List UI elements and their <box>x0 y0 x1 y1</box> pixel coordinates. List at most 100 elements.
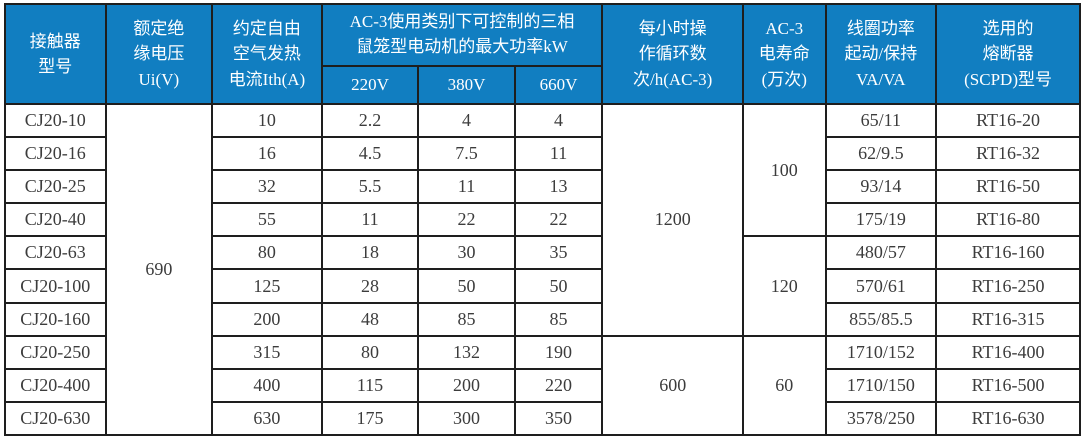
cell-kw380: 11 <box>417 169 516 205</box>
table-row: CJ20-100 125 28 50 50 570/61 RT16-250 <box>4 268 1081 304</box>
cell-kw220: 18 <box>320 235 420 271</box>
header-conventional-thermal-current: 约定自由 空气发热 电流Ith(A) <box>211 3 323 105</box>
cell-coil: 480/57 <box>824 235 938 271</box>
header-ac3-max-power-group: AC-3使用类别下可控制的三相 鼠笼型电动机的最大功率kW <box>320 3 604 67</box>
cell-kw660: 85 <box>513 301 604 337</box>
cell-kw660: 22 <box>513 202 604 238</box>
cell-fuse: RT16-20 <box>935 102 1081 139</box>
cell-coil: 175/19 <box>824 202 938 238</box>
cell-kw220: 80 <box>320 334 420 370</box>
cell-coil: 570/61 <box>824 268 938 304</box>
table-row: CJ20-10 690 10 2.2 4 4 1200 100 65/11 RT… <box>4 102 1081 436</box>
cell-ith: 32 <box>211 169 323 205</box>
cell-kw380: 200 <box>417 367 516 403</box>
cell-model: CJ20-250 <box>4 334 107 370</box>
cell-kw660: 11 <box>513 136 604 172</box>
spec-table: 接触器 型号 额定绝 缘电压 Ui(V) 约定自由 空气发热 电流Ith(A) … <box>4 3 1081 437</box>
header-660v: 660V <box>513 65 604 105</box>
header-rated-insulation-voltage: 额定绝 缘电压 Ui(V) <box>104 3 214 105</box>
cell-kw220: 2.2 <box>320 102 420 139</box>
cell-fuse: RT16-500 <box>935 367 1081 403</box>
cell-life-merged-c: 60 <box>742 334 827 437</box>
cell-coil: 3578/250 <box>824 400 938 437</box>
cell-fuse: RT16-32 <box>935 136 1081 172</box>
header-fuse-scpd-model: 选用的 熔断器 (SCPD)型号 <box>935 3 1081 105</box>
cell-kw220: 4.5 <box>320 136 420 172</box>
cell-kw380: 300 <box>417 400 516 437</box>
cell-model: CJ20-100 <box>4 268 107 304</box>
cell-fuse: RT16-80 <box>935 202 1081 238</box>
cell-kw380: 30 <box>417 235 516 271</box>
header-380v: 380V <box>417 65 516 105</box>
cell-fuse: RT16-400 <box>935 334 1081 370</box>
cell-kw380: 50 <box>417 268 516 304</box>
cell-coil: 93/14 <box>824 169 938 205</box>
cell-ith: 125 <box>211 268 323 304</box>
cell-fuse: RT16-160 <box>935 235 1081 271</box>
header-row-1: 接触器 型号 额定绝 缘电压 Ui(V) 约定自由 空气发热 电流Ith(A) … <box>4 3 1081 105</box>
cell-fuse: RT16-315 <box>935 301 1081 337</box>
cell-kw660: 35 <box>513 235 604 271</box>
cell-ith: 10 <box>211 102 323 139</box>
cell-ith: 630 <box>211 400 323 437</box>
table-row: CJ20-16 16 4.5 7.5 11 62/9.5 RT16-32 <box>4 136 1081 172</box>
cell-model: CJ20-16 <box>4 136 107 172</box>
header-contactor-model: 接触器 型号 <box>4 3 107 105</box>
table-row: CJ20-630 630 175 300 350 3578/250 RT16-6… <box>4 400 1081 437</box>
cell-model: CJ20-25 <box>4 169 107 205</box>
cell-kw220: 11 <box>320 202 420 238</box>
cell-kw220: 115 <box>320 367 420 403</box>
cell-kw380: 85 <box>417 301 516 337</box>
cell-cycles-merged-low: 600 <box>601 334 745 437</box>
cell-ith: 200 <box>211 301 323 337</box>
cell-coil: 62/9.5 <box>824 136 938 172</box>
cell-kw220: 175 <box>320 400 420 437</box>
cell-kw380: 22 <box>417 202 516 238</box>
cell-coil: 1710/152 <box>824 334 938 370</box>
table-row: CJ20-250 315 80 132 190 600 60 1710/152 … <box>4 334 1081 437</box>
table-row: CJ20-40 55 11 22 22 175/19 RT16-80 <box>4 202 1081 238</box>
cell-model: CJ20-400 <box>4 367 107 403</box>
cell-kw380: 4 <box>417 102 516 139</box>
cell-model: CJ20-63 <box>4 235 107 271</box>
cell-kw660: 50 <box>513 268 604 304</box>
cell-kw660: 4 <box>513 102 604 139</box>
cell-ith: 55 <box>211 202 323 238</box>
cell-kw220: 28 <box>320 268 420 304</box>
cell-life-merged-a: 100 <box>742 102 827 238</box>
cell-cycles-merged-high: 1200 <box>601 103 745 337</box>
cell-model: CJ20-630 <box>4 400 107 437</box>
cell-model: CJ20-40 <box>4 202 107 238</box>
cell-kw220: 5.5 <box>320 169 420 205</box>
table-row: CJ20-400 400 115 200 220 1710/150 RT16-5… <box>4 367 1081 403</box>
cell-kw660: 350 <box>513 400 604 437</box>
cell-ui-merged: 690 <box>104 103 214 436</box>
cell-ith: 400 <box>211 367 323 403</box>
cell-kw220: 48 <box>320 301 420 337</box>
cell-kw660: 220 <box>513 367 604 403</box>
cell-coil: 855/85.5 <box>824 301 938 337</box>
table-body: CJ20-10 690 10 2.2 4 4 1200 100 65/11 RT… <box>4 102 1081 437</box>
header-ac3-electrical-life: AC-3 电寿命 (万次) <box>742 3 827 105</box>
table-row: CJ20-63 80 18 30 35 120 480/57 RT16-160 <box>4 235 1081 337</box>
cell-kw380: 132 <box>417 334 516 370</box>
cell-kw380: 7.5 <box>417 136 516 172</box>
cell-fuse: RT16-50 <box>935 169 1081 205</box>
table-row: CJ20-25 32 5.5 11 13 93/14 RT16-50 <box>4 169 1081 205</box>
table-header: 接触器 型号 额定绝 缘电压 Ui(V) 约定自由 空气发热 电流Ith(A) … <box>4 3 1081 105</box>
header-operating-cycles-per-hour: 每小时操 作循环数 次/h(AC-3) <box>601 3 745 105</box>
header-coil-power: 线圈功率 起动/保持 VA/VA <box>824 3 938 105</box>
table-row: CJ20-160 200 48 85 85 855/85.5 RT16-315 <box>4 301 1081 337</box>
cell-fuse: RT16-630 <box>935 400 1081 437</box>
cell-kw660: 13 <box>513 169 604 205</box>
header-row-2: 220V 380V 660V <box>5 65 1080 105</box>
cell-life-merged-b: 120 <box>742 235 827 337</box>
cell-ith: 16 <box>211 136 323 172</box>
cell-model: CJ20-160 <box>4 301 107 337</box>
cell-ith: 80 <box>211 235 323 271</box>
cell-coil: 65/11 <box>824 102 938 139</box>
cell-fuse: RT16-250 <box>935 268 1081 304</box>
cell-ith: 315 <box>211 334 323 370</box>
cell-coil: 1710/150 <box>824 367 938 403</box>
